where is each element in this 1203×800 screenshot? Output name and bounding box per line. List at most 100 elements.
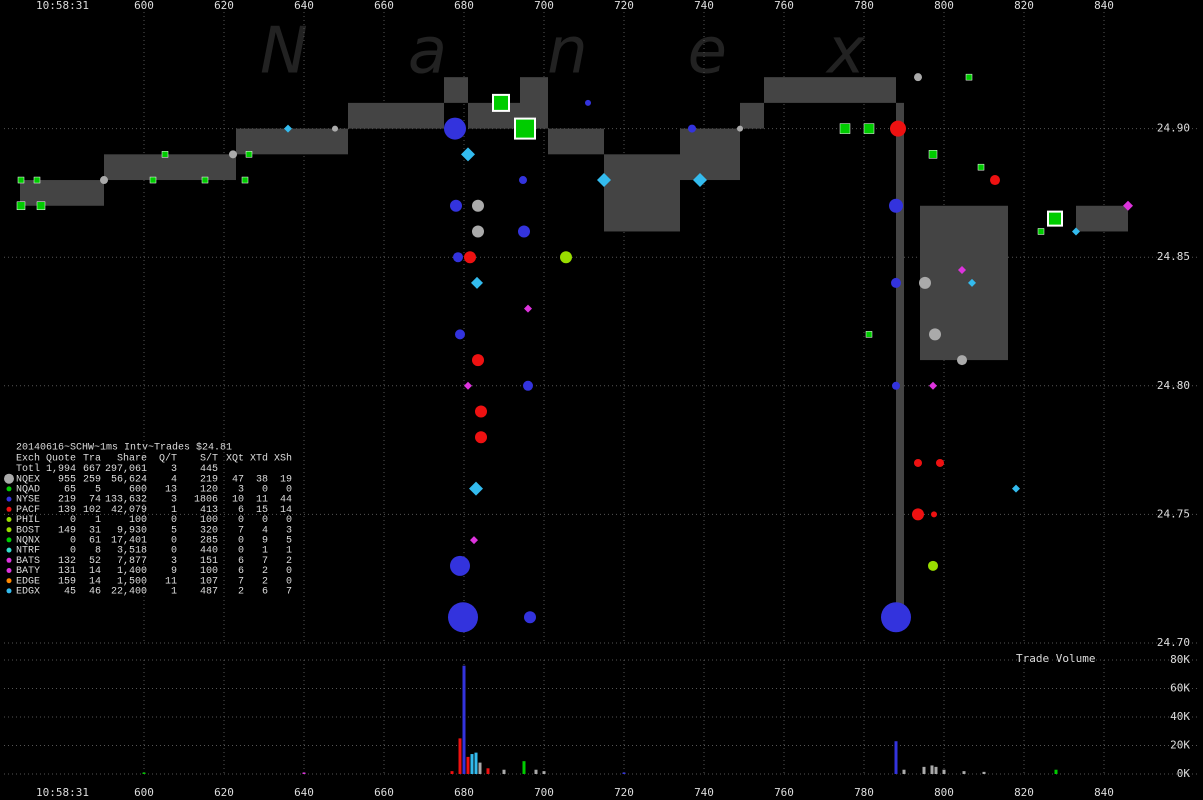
- table-cell: 3: [171, 556, 177, 567]
- trade-dot: [919, 276, 931, 289]
- trade-square: [865, 331, 873, 338]
- legend-icon: [6, 547, 12, 553]
- table-cell: Totl: [16, 463, 40, 475]
- x-tick-label: 660: [374, 786, 394, 799]
- y-tick-label: 24.90: [1157, 122, 1190, 135]
- watermark: Nanex: [260, 15, 965, 89]
- legend-icon: [6, 578, 12, 584]
- trade-dot: [931, 511, 937, 518]
- trade-diamond: [958, 266, 966, 275]
- table-cell: 7: [286, 587, 292, 598]
- table-cell: 15: [256, 505, 268, 516]
- table-cell: 0: [286, 515, 292, 526]
- table-cell: EDGX: [16, 587, 40, 598]
- legend-icon: [6, 527, 12, 533]
- table-cell: 2: [262, 566, 268, 577]
- table-cell: 100: [200, 566, 218, 577]
- trade-square: [33, 176, 41, 184]
- trade-dot: [957, 355, 967, 366]
- trade-dot: [524, 611, 536, 624]
- trade-square: [839, 123, 851, 134]
- volume-bar: [622, 772, 626, 774]
- x-tick-label: 720: [614, 0, 634, 12]
- table-cell: 445: [200, 464, 218, 475]
- table-cell: Tra: [83, 454, 101, 465]
- volume-bar: [902, 769, 906, 774]
- table-cell: 4: [171, 474, 177, 485]
- trade-dot: [585, 99, 591, 106]
- table-cell: 44: [280, 495, 292, 506]
- x-tick-label: 700: [534, 786, 554, 799]
- trade-square: [17, 176, 25, 184]
- y-tick-label: 0K: [1177, 767, 1191, 780]
- y-tick-label: 24.70: [1157, 636, 1190, 649]
- trade-dot: [455, 329, 465, 340]
- table-cell: 0: [70, 515, 76, 526]
- table-cell: 102: [83, 505, 101, 516]
- table-cell: 1,500: [117, 576, 147, 587]
- volume-bar: [542, 771, 546, 774]
- table-cell: 22,400: [111, 587, 147, 598]
- trade-square: [36, 201, 46, 211]
- table-cell: 9,930: [117, 525, 147, 536]
- table-cell: 159: [58, 576, 76, 587]
- table-cell: 42,079: [111, 505, 147, 516]
- table-cell: 0: [262, 485, 268, 496]
- trade-square: [492, 93, 510, 112]
- x-tick-label: 800: [934, 786, 954, 799]
- nbbo-spread: [548, 128, 604, 155]
- table-cell: 667: [83, 464, 101, 475]
- legend-icon: [6, 517, 12, 522]
- trade-square: [16, 201, 26, 211]
- x-tick-label: 700: [534, 0, 554, 12]
- table-cell: 440: [200, 546, 218, 557]
- table-cell: 0: [238, 515, 244, 526]
- trade-square: [863, 123, 875, 134]
- chart-title: Trade Volume: [1016, 652, 1095, 665]
- x-tick-label: 640: [294, 0, 314, 12]
- y-tick-label: 24.80: [1157, 379, 1190, 392]
- x-tick-label: 600: [134, 786, 154, 799]
- table-cell: 107: [200, 576, 218, 587]
- time-label: 10:58:31: [36, 786, 89, 799]
- trade-diamond: [693, 173, 707, 188]
- table-cell: S/T: [200, 453, 218, 465]
- nbbo-spread: [764, 77, 896, 103]
- x-tick-label: 820: [1014, 0, 1034, 12]
- volume-bar: [982, 771, 986, 774]
- table-cell: NQEX: [16, 474, 40, 485]
- trade-diamond: [470, 536, 478, 545]
- volume-bar: [930, 765, 934, 774]
- table-cell: 100: [129, 515, 147, 526]
- trade-dot: [889, 198, 903, 213]
- legend-icon: [6, 486, 12, 492]
- table-cell: 14: [89, 566, 101, 577]
- table-cell: NQAD: [16, 485, 40, 496]
- x-tick-label: 600: [134, 0, 154, 12]
- x-tick-label: 760: [774, 786, 794, 799]
- legend-icon: [6, 557, 12, 563]
- trade-dot: [560, 251, 572, 264]
- table-cell: EDGE: [16, 576, 40, 587]
- table-cell: 6: [262, 587, 268, 598]
- table-cell: XTd: [250, 453, 268, 465]
- table-cell: 139: [58, 505, 76, 516]
- table-cell: 5: [171, 525, 177, 536]
- volume-bar: [1054, 769, 1058, 774]
- table-cell: 3: [171, 495, 177, 506]
- x-tick-label: 780: [854, 0, 874, 12]
- table-cell: 61: [89, 536, 101, 547]
- trade-dot: [990, 175, 1000, 186]
- volume-bar: [522, 761, 526, 774]
- y-tick-label: 20K: [1170, 739, 1190, 752]
- trade-dot: [472, 225, 484, 238]
- chart-title: 20140616~SCHW~1ms Intv~Trades $24.81: [16, 442, 232, 454]
- trade-dot: [450, 555, 470, 576]
- volume-bar: [478, 762, 482, 774]
- y-tick-label: 24.75: [1157, 507, 1190, 520]
- table-cell: 259: [83, 474, 101, 485]
- trade-square: [201, 176, 209, 184]
- trade-square: [1047, 210, 1063, 227]
- table-cell: 74: [89, 495, 101, 506]
- table-cell: 7: [262, 556, 268, 567]
